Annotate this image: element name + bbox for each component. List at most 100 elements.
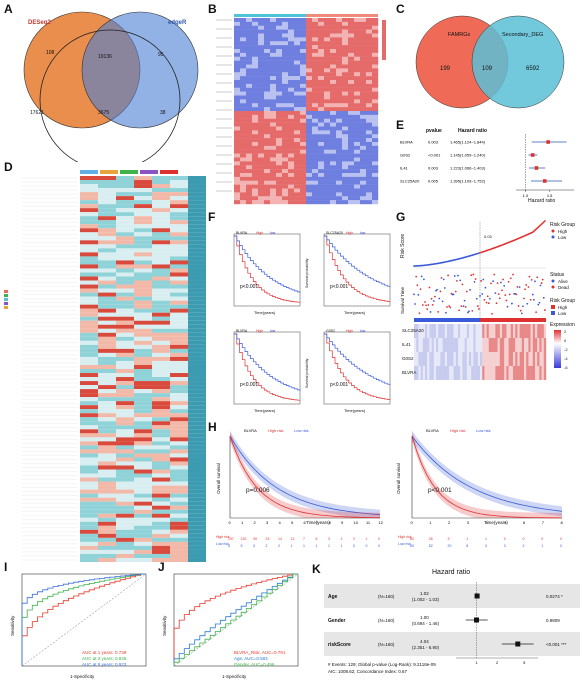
risk-g-status-point <box>431 303 434 306</box>
heatmap-b-cell <box>240 118 247 123</box>
km-h-x-tick: 8 <box>329 520 332 525</box>
table-d-cell <box>98 509 116 514</box>
forest-e-hr-text: 1.465(1.124~1.844) <box>450 140 486 145</box>
heatmap-b-cell <box>240 192 247 197</box>
risk-g-legend-high-box <box>551 305 555 309</box>
heatmap-b-cell <box>282 173 289 178</box>
heatmap-b-cell <box>270 184 277 189</box>
table-d-cell <box>80 196 98 201</box>
heatmap-b-cell <box>294 142 301 147</box>
heatmap-b-cell <box>306 45 313 50</box>
table-d-cell <box>152 393 170 398</box>
heatmap-b-cell <box>252 45 259 50</box>
heatmap-b-cell <box>282 83 289 88</box>
table-d-cell <box>98 401 116 406</box>
risk-g-heat-cell <box>451 338 454 352</box>
km-f-3-legend-low: low <box>270 329 276 333</box>
heatmap-b-cell <box>234 91 241 96</box>
risk-g-scores <box>413 220 546 267</box>
heatmap-b-cell <box>324 64 331 69</box>
heatmap-b-cell <box>300 122 307 127</box>
heatmap-b-cell <box>252 99 259 104</box>
km-h-risk-count-high: 23 <box>266 537 270 541</box>
heatmap-b-cell <box>258 64 265 69</box>
heatmap-b-cell <box>366 18 373 23</box>
heatmap-b-cell <box>372 192 379 197</box>
km-h-left-xlabel: Time(years) <box>306 520 330 525</box>
risk-g-cutoff: 0.03 <box>484 234 492 239</box>
table-d-cell <box>134 417 152 422</box>
risk-g-status-point <box>511 302 513 305</box>
heatmap-b-cell <box>264 165 271 170</box>
risk-g-heat-cell <box>482 352 485 366</box>
heatmap-b-cell <box>324 87 331 92</box>
heatmap-b-cell <box>288 130 295 135</box>
heatmap-b-cell <box>348 21 355 26</box>
table-d-cell <box>80 397 98 402</box>
km-h-curve-high <box>229 435 381 519</box>
heatmap-b-cell <box>288 87 295 92</box>
risk-g-status-point <box>505 299 508 302</box>
table-d-cell <box>188 433 206 438</box>
heatmap-b-cell <box>372 60 379 65</box>
risk-g-heat-cell <box>530 324 533 338</box>
heatmap-b-cell <box>240 21 247 26</box>
table-d-cell <box>80 336 98 341</box>
heatmap-b-cell <box>264 111 271 116</box>
heatmap-b-cell <box>306 180 313 185</box>
table-d-cell <box>80 533 98 538</box>
risk-g-heat-cell <box>440 352 443 366</box>
table-d-cell <box>80 360 98 365</box>
heatmap-b-cell <box>324 83 331 88</box>
heatmap-b-cell <box>246 41 253 46</box>
heatmap-b-cell <box>330 64 337 69</box>
forest-e-gene-label: SLC25A20 <box>400 179 420 184</box>
heatmap-b-cell <box>252 103 259 108</box>
heatmap-b-cell <box>258 200 265 205</box>
heatmap-b-cell <box>258 103 265 108</box>
heatmap-b-cell <box>264 192 271 197</box>
risk-g-status-point <box>464 306 467 308</box>
heatmap-b-cell <box>258 138 265 143</box>
table-d-cell <box>134 393 152 398</box>
heatmap-b-cell <box>276 83 283 88</box>
heatmap-b-group-bar-low <box>234 14 306 17</box>
forest-e-hr-text: 1.145(1.059~1.240) <box>450 153 486 158</box>
table-d-cell <box>188 240 206 245</box>
venn-c-value-right: 6592 <box>526 66 540 72</box>
risk-g-heat-cell <box>535 324 538 338</box>
risk-g-svg <box>413 220 561 380</box>
table-d-cell <box>116 196 134 201</box>
heatmap-b-cell <box>288 95 295 100</box>
table-d-header-swatch <box>80 170 98 174</box>
roc-j-ylabel: Sensitivity <box>162 615 167 636</box>
heatmap-b-cell <box>324 188 331 193</box>
table-d-cell <box>134 296 152 301</box>
km-h-risk-count-low: 5 <box>241 544 243 548</box>
risk-g-heat-cell <box>486 352 489 366</box>
heatmap-b-cell <box>306 83 313 88</box>
heatmap-b-cell <box>330 76 337 81</box>
km-h-risk-count-low: 3 <box>504 544 506 548</box>
heatmap-b-cell <box>366 118 373 123</box>
heatmap-b-cell <box>276 91 283 96</box>
risk-g-heat-cell <box>488 366 492 380</box>
heatmap-b-cell <box>348 91 355 96</box>
km-h-risk-count-high: 7 <box>303 537 305 541</box>
heatmap-b-cell <box>330 107 337 112</box>
heatmap-b-cell <box>366 165 373 170</box>
heatmap-b-cell <box>264 145 271 150</box>
heatmap-b-cell <box>282 25 289 30</box>
heatmap-b-cell <box>354 49 361 54</box>
forest-e-xlabel: Hazard ratio <box>528 198 556 204</box>
heatmap-b-cell <box>252 37 259 42</box>
forest-k-title: Hazard ratio <box>432 569 471 576</box>
heatmap-b-cell <box>318 149 325 154</box>
risk-g-heat-cell <box>466 352 470 366</box>
heatmap-b-cell <box>252 169 259 174</box>
heatmap-b-cell <box>312 41 319 46</box>
heatmap-b-cell <box>240 83 247 88</box>
table-d-cell <box>170 272 188 277</box>
table-d-cell <box>170 192 188 197</box>
heatmap-b-cell <box>270 83 277 88</box>
